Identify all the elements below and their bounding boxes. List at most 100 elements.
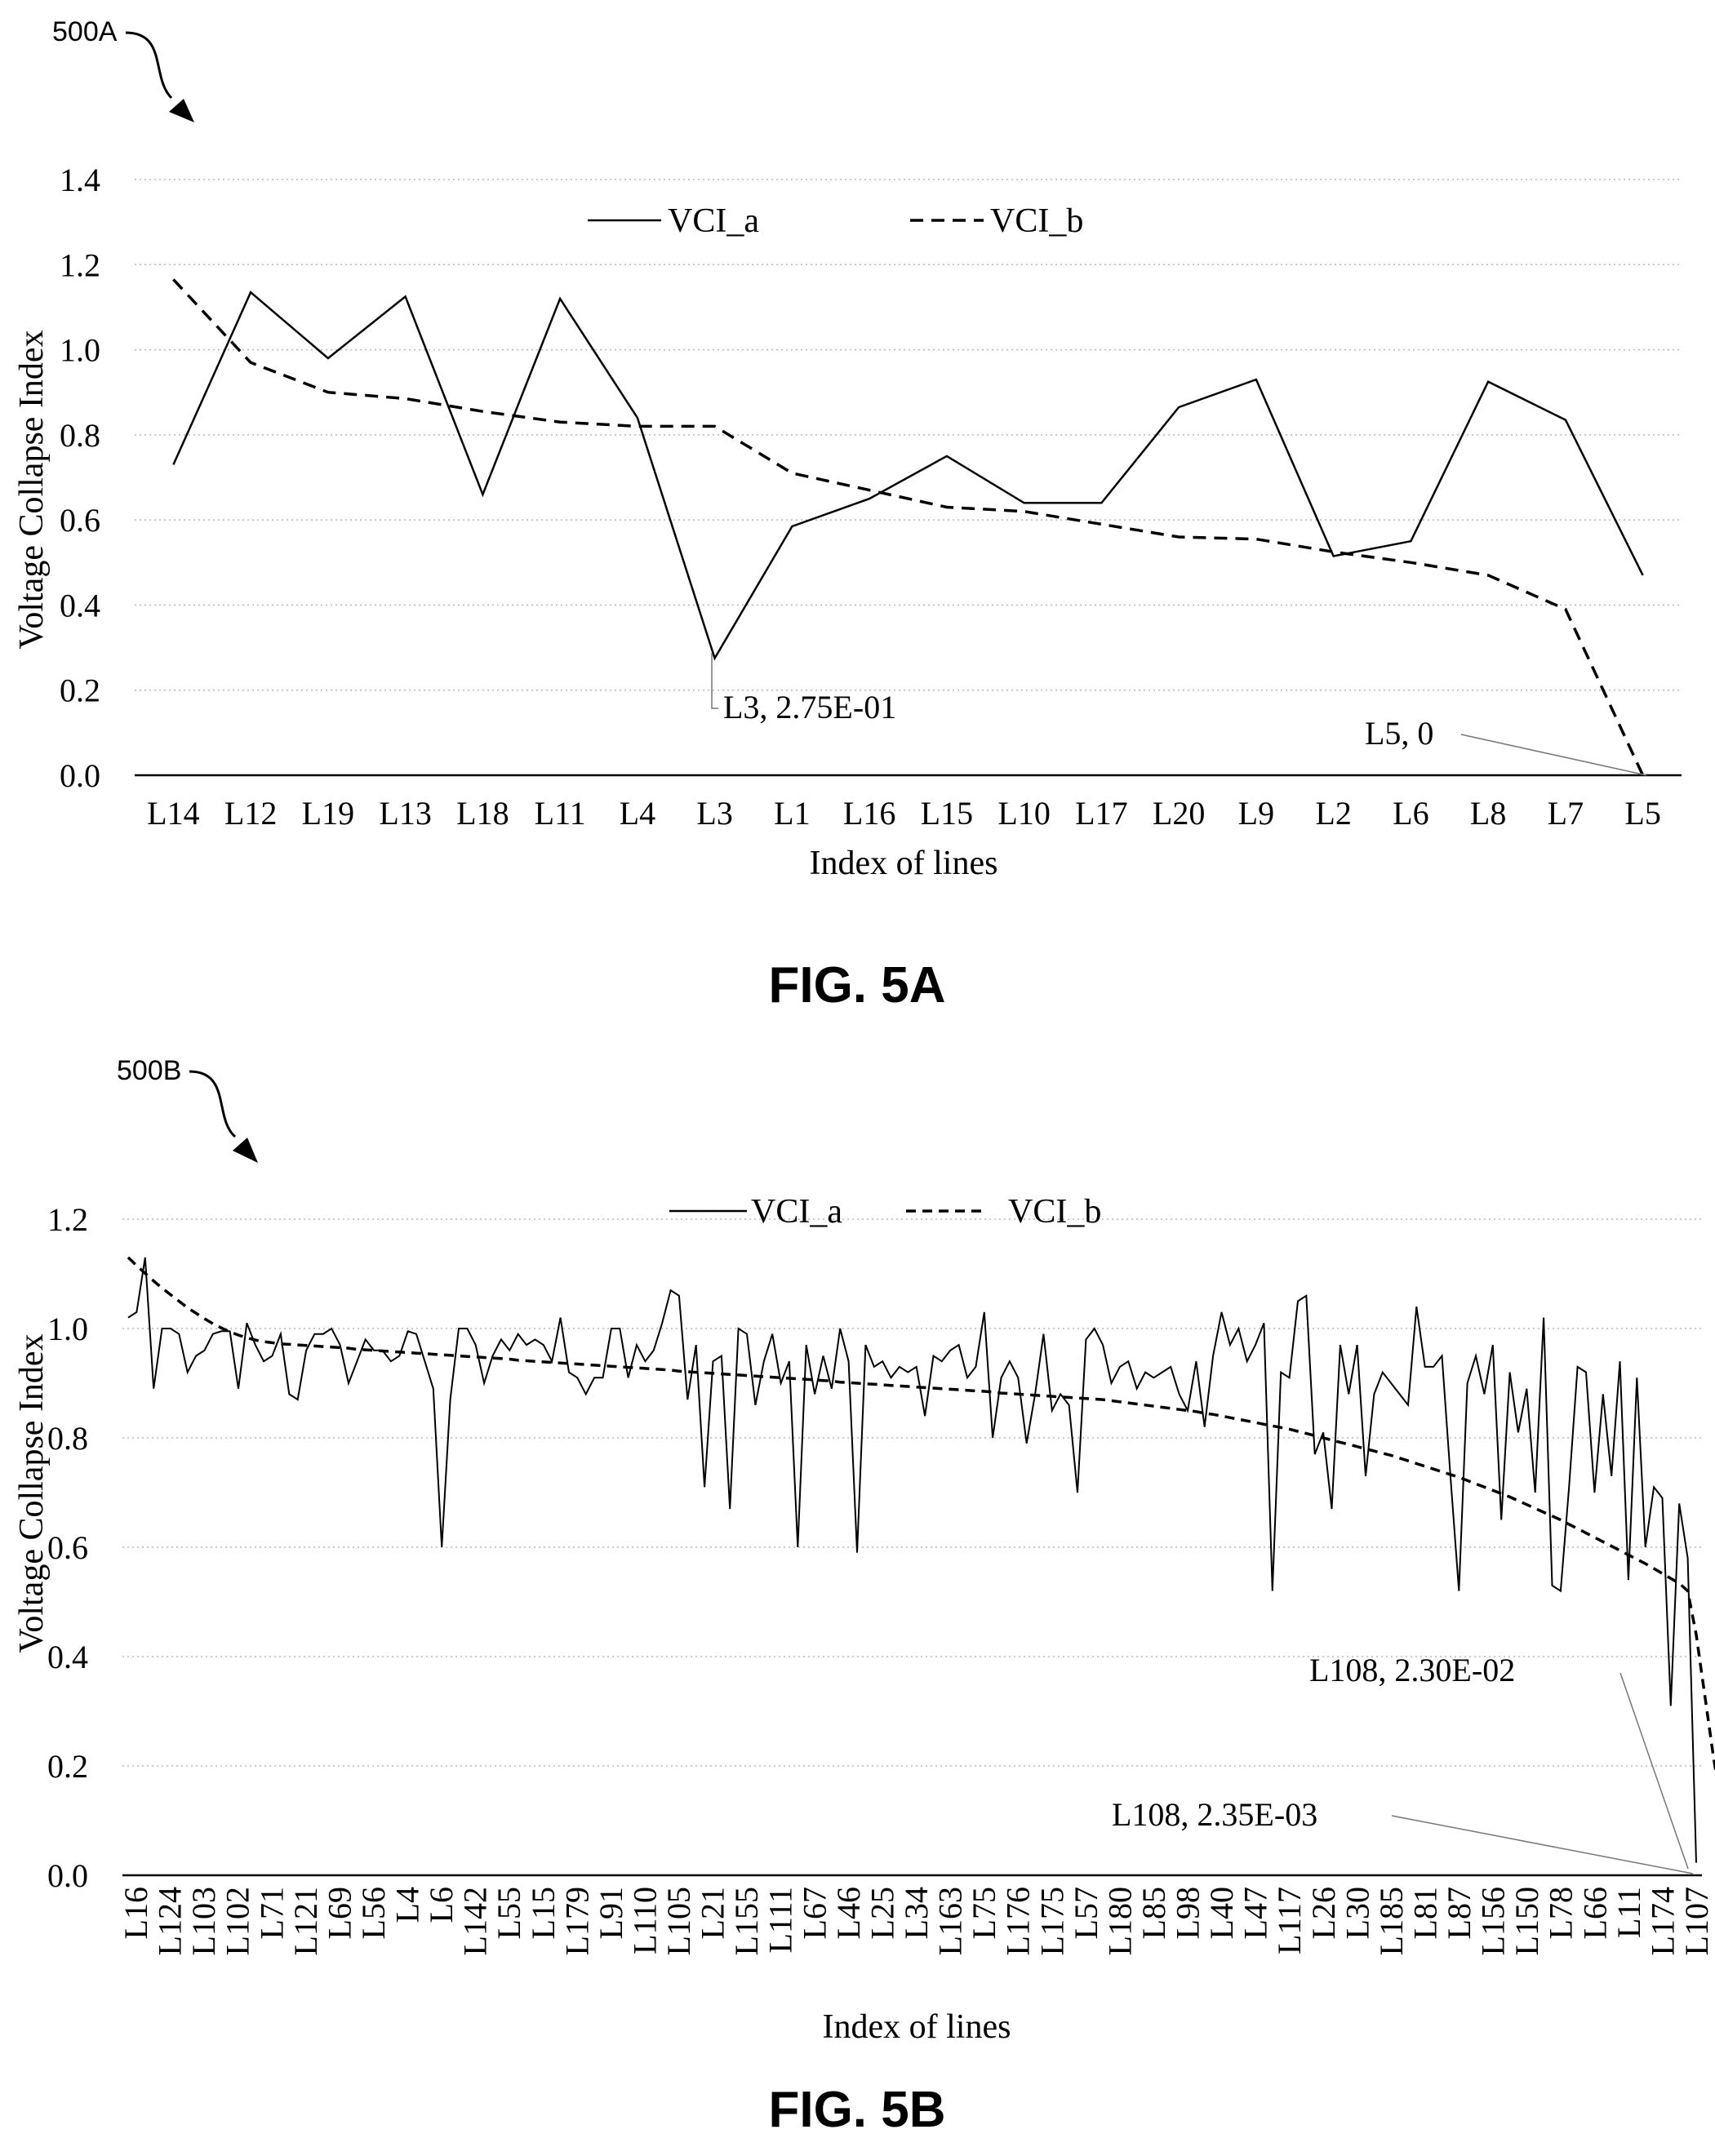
x-tick-label-5b: L85 xyxy=(1135,1887,1172,1939)
annotation-l108-vci-b: L108, 2.35E-03 xyxy=(1112,1796,1317,1833)
x-tick-label-5b: L11 xyxy=(1611,1887,1647,1938)
ref-arrowhead-500a xyxy=(169,99,194,122)
y-tick-label-5a: 0.6 xyxy=(60,502,100,539)
x-tick-label-5b: L4 xyxy=(389,1887,426,1923)
x-tick-label-5a: L18 xyxy=(456,795,509,832)
x-tick-label-5a: L6 xyxy=(1393,795,1428,832)
y-tick-label-5b: 0.4 xyxy=(47,1639,88,1675)
x-tick-label-5a: L8 xyxy=(1470,795,1506,832)
annotation-leader-l3 xyxy=(711,653,718,709)
y-tick-label-5a: 1.2 xyxy=(60,246,100,283)
x-tick-label-5b: L179 xyxy=(558,1887,595,1955)
y-tick-label-5a: 1.0 xyxy=(60,332,100,369)
x-tick-label-5b: L121 xyxy=(287,1887,324,1955)
ref-arrowhead-500b xyxy=(233,1138,258,1163)
ref-label-500a: 500A xyxy=(52,16,118,47)
x-tick-label-5a: L3 xyxy=(696,795,732,832)
figure-caption-5b: FIG. 5B xyxy=(768,2082,945,2138)
x-tick-label-5a: L4 xyxy=(620,795,655,832)
x-tick-label-5b: L71 xyxy=(253,1887,290,1939)
x-tick-label-5a: L5 xyxy=(1624,795,1660,832)
y-tick-label-5a: 1.4 xyxy=(60,162,100,198)
x-tick-label-5b: L175 xyxy=(1033,1887,1070,1955)
annotation-l108-vci-a: L108, 2.30E-02 xyxy=(1309,1652,1515,1688)
y-tick-label-5a: 0.4 xyxy=(60,587,100,623)
x-tick-label-5b: L57 xyxy=(1068,1887,1104,1939)
y-tick-label-5b: 0.2 xyxy=(47,1748,88,1785)
legend-label-vci-a-5a: VCI_a xyxy=(668,202,759,240)
x-tick-label-5b: L21 xyxy=(695,1887,731,1939)
x-tick-label-5b: L110 xyxy=(627,1887,664,1954)
x-tick-label-5b: L55 xyxy=(491,1887,527,1939)
x-tick-label-5b: L105 xyxy=(660,1887,697,1955)
x-axis-label-5b: Index of lines xyxy=(823,2008,1011,2046)
x-tick-label-5b: L163 xyxy=(932,1887,969,1955)
x-tick-label-5a: L13 xyxy=(379,795,431,832)
annotation-l5: L5, 0 xyxy=(1365,715,1433,752)
x-tick-label-5b: L15 xyxy=(525,1887,562,1939)
x-tick-label-5b: L78 xyxy=(1543,1887,1579,1939)
annotation-l3: L3, 2.75E-01 xyxy=(723,689,896,725)
x-tick-label-5b: L34 xyxy=(898,1887,935,1939)
x-tick-label-5b: L155 xyxy=(728,1887,765,1955)
x-tick-label-5b: L47 xyxy=(1237,1887,1274,1939)
x-tick-label-5b: L142 xyxy=(457,1887,494,1955)
x-tick-label-5b: L40 xyxy=(1203,1887,1240,1939)
figure-5a: 500A 0.0 0.2 0.4 0.6 0.8 1.0 1.2 1.4 L14 L12 L19 L… xyxy=(13,16,1682,1014)
x-tick-label-5b: L30 xyxy=(1339,1887,1375,1939)
legend-label-vci-a-5b: VCI_a xyxy=(751,1193,842,1231)
x-tick-label-5b: L98 xyxy=(1170,1887,1206,1939)
x-tick-label-5b: L176 xyxy=(1000,1887,1037,1955)
x-tick-label-5b: L107 xyxy=(1678,1887,1715,1955)
y-tick-label-5b: 0.0 xyxy=(47,1857,88,1894)
x-tick-label-5a: L9 xyxy=(1238,795,1274,832)
x-tick-label-5b: L117 xyxy=(1271,1887,1308,1954)
x-tick-label-5a: L14 xyxy=(147,795,199,832)
figure-5b: 500B 0.00.20.40.60.81.01.2 L16L124L103L1… xyxy=(13,1055,1715,2138)
x-tick-label-5a: L15 xyxy=(921,795,973,832)
x-tick-label-5a: L17 xyxy=(1075,795,1127,832)
x-tick-label-5b: L102 xyxy=(220,1887,256,1955)
x-tick-label-5b: L111 xyxy=(762,1887,799,1953)
legend-label-vci-b-5a: VCI_b xyxy=(990,202,1083,240)
x-tick-label-5a: L10 xyxy=(997,795,1050,832)
y-tick-label-5a: 0.8 xyxy=(60,417,100,454)
legend-label-vci-b-5b: VCI_b xyxy=(1008,1193,1101,1231)
x-tick-label-5a: L12 xyxy=(224,795,277,832)
annotation-leader-l5 xyxy=(1460,734,1647,776)
x-tick-label-5b: L56 xyxy=(355,1887,392,1939)
x-tick-label-5a: L16 xyxy=(843,795,895,832)
legend-5a: VCI_a VCI_b xyxy=(588,202,1083,240)
x-tick-label-5b: L103 xyxy=(185,1887,222,1955)
x-tick-label-5b: L46 xyxy=(830,1887,867,1939)
x-tick-label-5b: L75 xyxy=(966,1887,1002,1939)
legend-5b: VCI_a VCI_b xyxy=(669,1193,1101,1231)
x-tick-label-5b: L124 xyxy=(152,1887,189,1955)
series-line-vci-a-5b xyxy=(127,1257,1697,1863)
x-tick-label-5a: L19 xyxy=(302,795,354,832)
x-tick-label-5b: L69 xyxy=(321,1887,358,1939)
x-tick-label-5b: L150 xyxy=(1508,1887,1545,1955)
x-tick-label-5b: L25 xyxy=(864,1887,900,1939)
x-tick-label-5b: L180 xyxy=(1101,1887,1138,1955)
x-tick-label-5b: L81 xyxy=(1407,1887,1444,1939)
series-line-vci-b-5b xyxy=(127,1256,1715,1777)
x-axis-label-5a: Index of lines xyxy=(810,845,998,882)
x-tick-label-5a: L2 xyxy=(1315,795,1351,832)
x-tick-label-5b: L156 xyxy=(1475,1887,1512,1955)
ref-label-500b: 500B xyxy=(117,1055,181,1086)
y-axis-label-5a: Voltage Collapse Index xyxy=(13,330,51,649)
y-axis-label-5b: Voltage Collapse Index xyxy=(13,1333,51,1652)
y-tick-label-5a: 0.0 xyxy=(60,757,100,794)
series-line-vci-a-5a xyxy=(172,291,1644,661)
x-tick-label-5b: L91 xyxy=(593,1887,629,1939)
y-tick-label-5b: 1.2 xyxy=(47,1201,88,1238)
figure-caption-5a: FIG. 5A xyxy=(768,957,945,1014)
ref-arrow-500a xyxy=(125,31,173,100)
x-tick-label-5b: L6 xyxy=(423,1887,460,1923)
x-tick-label-5a: L11 xyxy=(535,795,586,832)
annotation-leader-l108-a xyxy=(1619,1672,1689,1870)
x-tick-label-5b: L16 xyxy=(118,1887,154,1939)
x-tick-label-5a: L7 xyxy=(1548,795,1584,832)
